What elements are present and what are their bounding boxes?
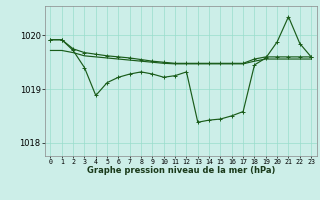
X-axis label: Graphe pression niveau de la mer (hPa): Graphe pression niveau de la mer (hPa)	[87, 166, 275, 175]
